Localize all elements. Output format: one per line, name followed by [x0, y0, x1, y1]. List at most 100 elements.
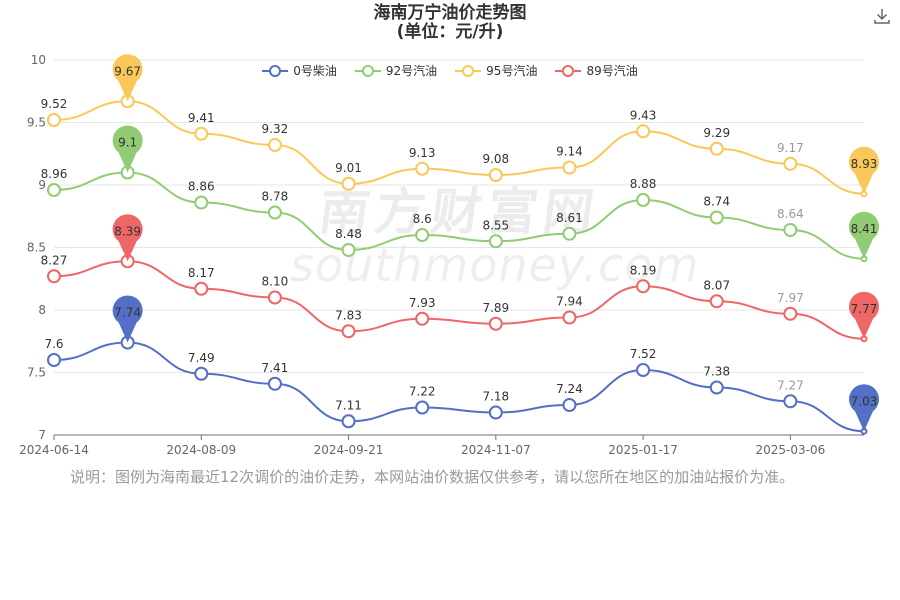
data-point [709, 141, 724, 156]
data-label: 7.93 [409, 296, 436, 310]
data-point [341, 243, 356, 257]
data-label: 9.08 [482, 152, 509, 166]
data-label: 7.22 [409, 385, 436, 399]
data-label: 7.27 [777, 378, 804, 392]
legend-label: 92号汽油 [385, 64, 438, 78]
x-tick-label: 2025-03-06 [755, 443, 825, 457]
last-marker-label: 7.77 [851, 302, 878, 316]
legend-symbol [555, 64, 582, 77]
last-marker-shape [849, 384, 880, 432]
last-marker: 8.93 [849, 146, 879, 194]
data-point [194, 195, 209, 210]
legend-item[interactable]: 89号汽油 [555, 62, 638, 79]
max-marker-label: 8.39 [114, 224, 141, 238]
data-point [636, 193, 651, 207]
data-point [267, 205, 282, 220]
data-label: 8.74 [703, 195, 730, 209]
data-point [415, 400, 430, 415]
data-point [636, 363, 651, 377]
data-label: 7.41 [262, 361, 289, 375]
y-tick-label: 9.5 [27, 116, 46, 130]
y-tick-label: 9 [38, 178, 46, 192]
data-point [267, 138, 282, 152]
data-point [562, 160, 577, 175]
data-label: 7.83 [335, 308, 362, 322]
y-tick-label: 10 [31, 53, 46, 67]
series-line [53, 100, 865, 195]
legend-label: 0号柴油 [293, 64, 337, 78]
last-marker: 8.41 [849, 211, 879, 259]
chart-legend: 0号柴油 92号汽油 95号汽油 89号汽油 [0, 62, 900, 79]
chart-title: 海南万宁油价走势图 (单位：元/升) [0, 4, 900, 42]
legend-item[interactable]: 95号汽油 [455, 62, 537, 79]
legend-item[interactable]: 92号汽油 [354, 62, 438, 79]
x-tick-label: 2024-09-21 [314, 443, 384, 457]
max-marker: 9.67 [112, 54, 143, 102]
data-point [341, 324, 356, 339]
last-marker-shape [849, 146, 879, 194]
data-label: 8.07 [703, 278, 730, 292]
data-label: 8.10 [262, 275, 289, 289]
data-label: 7.52 [630, 347, 657, 361]
data-point [562, 398, 577, 412]
max-marker-shape [112, 214, 143, 262]
data-label: 7.94 [556, 295, 583, 309]
data-point [562, 226, 577, 241]
data-label: 8.55 [482, 218, 509, 232]
data-label: 9.52 [41, 97, 68, 111]
data-point [341, 414, 356, 429]
data-label: 7.6 [44, 337, 63, 351]
data-point [47, 269, 61, 284]
data-point [488, 405, 503, 420]
chart-subtitle: (单位：元/升) [396, 22, 504, 42]
series-line [53, 260, 865, 340]
data-point [194, 366, 209, 381]
data-point [636, 279, 651, 294]
max-marker-shape [112, 125, 143, 173]
data-label: 9.41 [188, 111, 215, 125]
last-marker-label: 8.93 [851, 157, 878, 171]
data-point [709, 210, 724, 225]
data-point [267, 376, 282, 391]
data-label: 7.18 [482, 390, 509, 404]
data-label: 7.11 [335, 398, 362, 412]
data-label: 8.86 [188, 180, 215, 194]
chart-title-main: 海南万宁油价走势图 [373, 3, 527, 23]
data-label: 8.64 [777, 207, 804, 221]
x-tick-label: 2024-06-14 [19, 443, 89, 457]
legend-item[interactable]: 0号柴油 [262, 62, 337, 79]
data-point [341, 176, 356, 191]
data-point [709, 294, 724, 309]
data-point [562, 310, 577, 325]
data-label: 9.13 [409, 146, 436, 160]
last-marker: 7.03 [849, 384, 880, 432]
data-label: 8.96 [41, 167, 68, 181]
max-marker: 7.74 [112, 295, 143, 343]
data-label: 7.38 [703, 365, 730, 379]
legend-symbol [262, 64, 289, 77]
data-label: 9.14 [556, 145, 583, 159]
data-point [194, 126, 209, 141]
x-tick-label: 2024-08-09 [166, 443, 236, 457]
data-point [267, 290, 282, 305]
last-marker-label: 8.41 [851, 222, 878, 236]
data-label: 7.97 [777, 291, 804, 305]
data-label: 8.48 [335, 227, 362, 241]
download-icon[interactable] [872, 6, 892, 26]
data-label: 9.01 [335, 161, 362, 175]
legend-label: 89号汽油 [586, 64, 638, 78]
series-line [53, 171, 865, 260]
data-label: 7.24 [556, 382, 583, 396]
data-point [783, 306, 798, 321]
data-label: 9.17 [777, 141, 804, 155]
x-tick-label: 2025-01-17 [608, 443, 678, 457]
y-tick-label: 7.5 [27, 366, 46, 380]
data-label: 7.89 [482, 301, 509, 315]
data-label: 8.27 [41, 253, 68, 267]
data-label: 9.43 [630, 108, 657, 122]
y-tick-label: 8 [38, 303, 46, 317]
y-tick-label: 7 [38, 428, 46, 442]
data-point [415, 311, 430, 326]
max-marker: 8.39 [112, 214, 143, 262]
